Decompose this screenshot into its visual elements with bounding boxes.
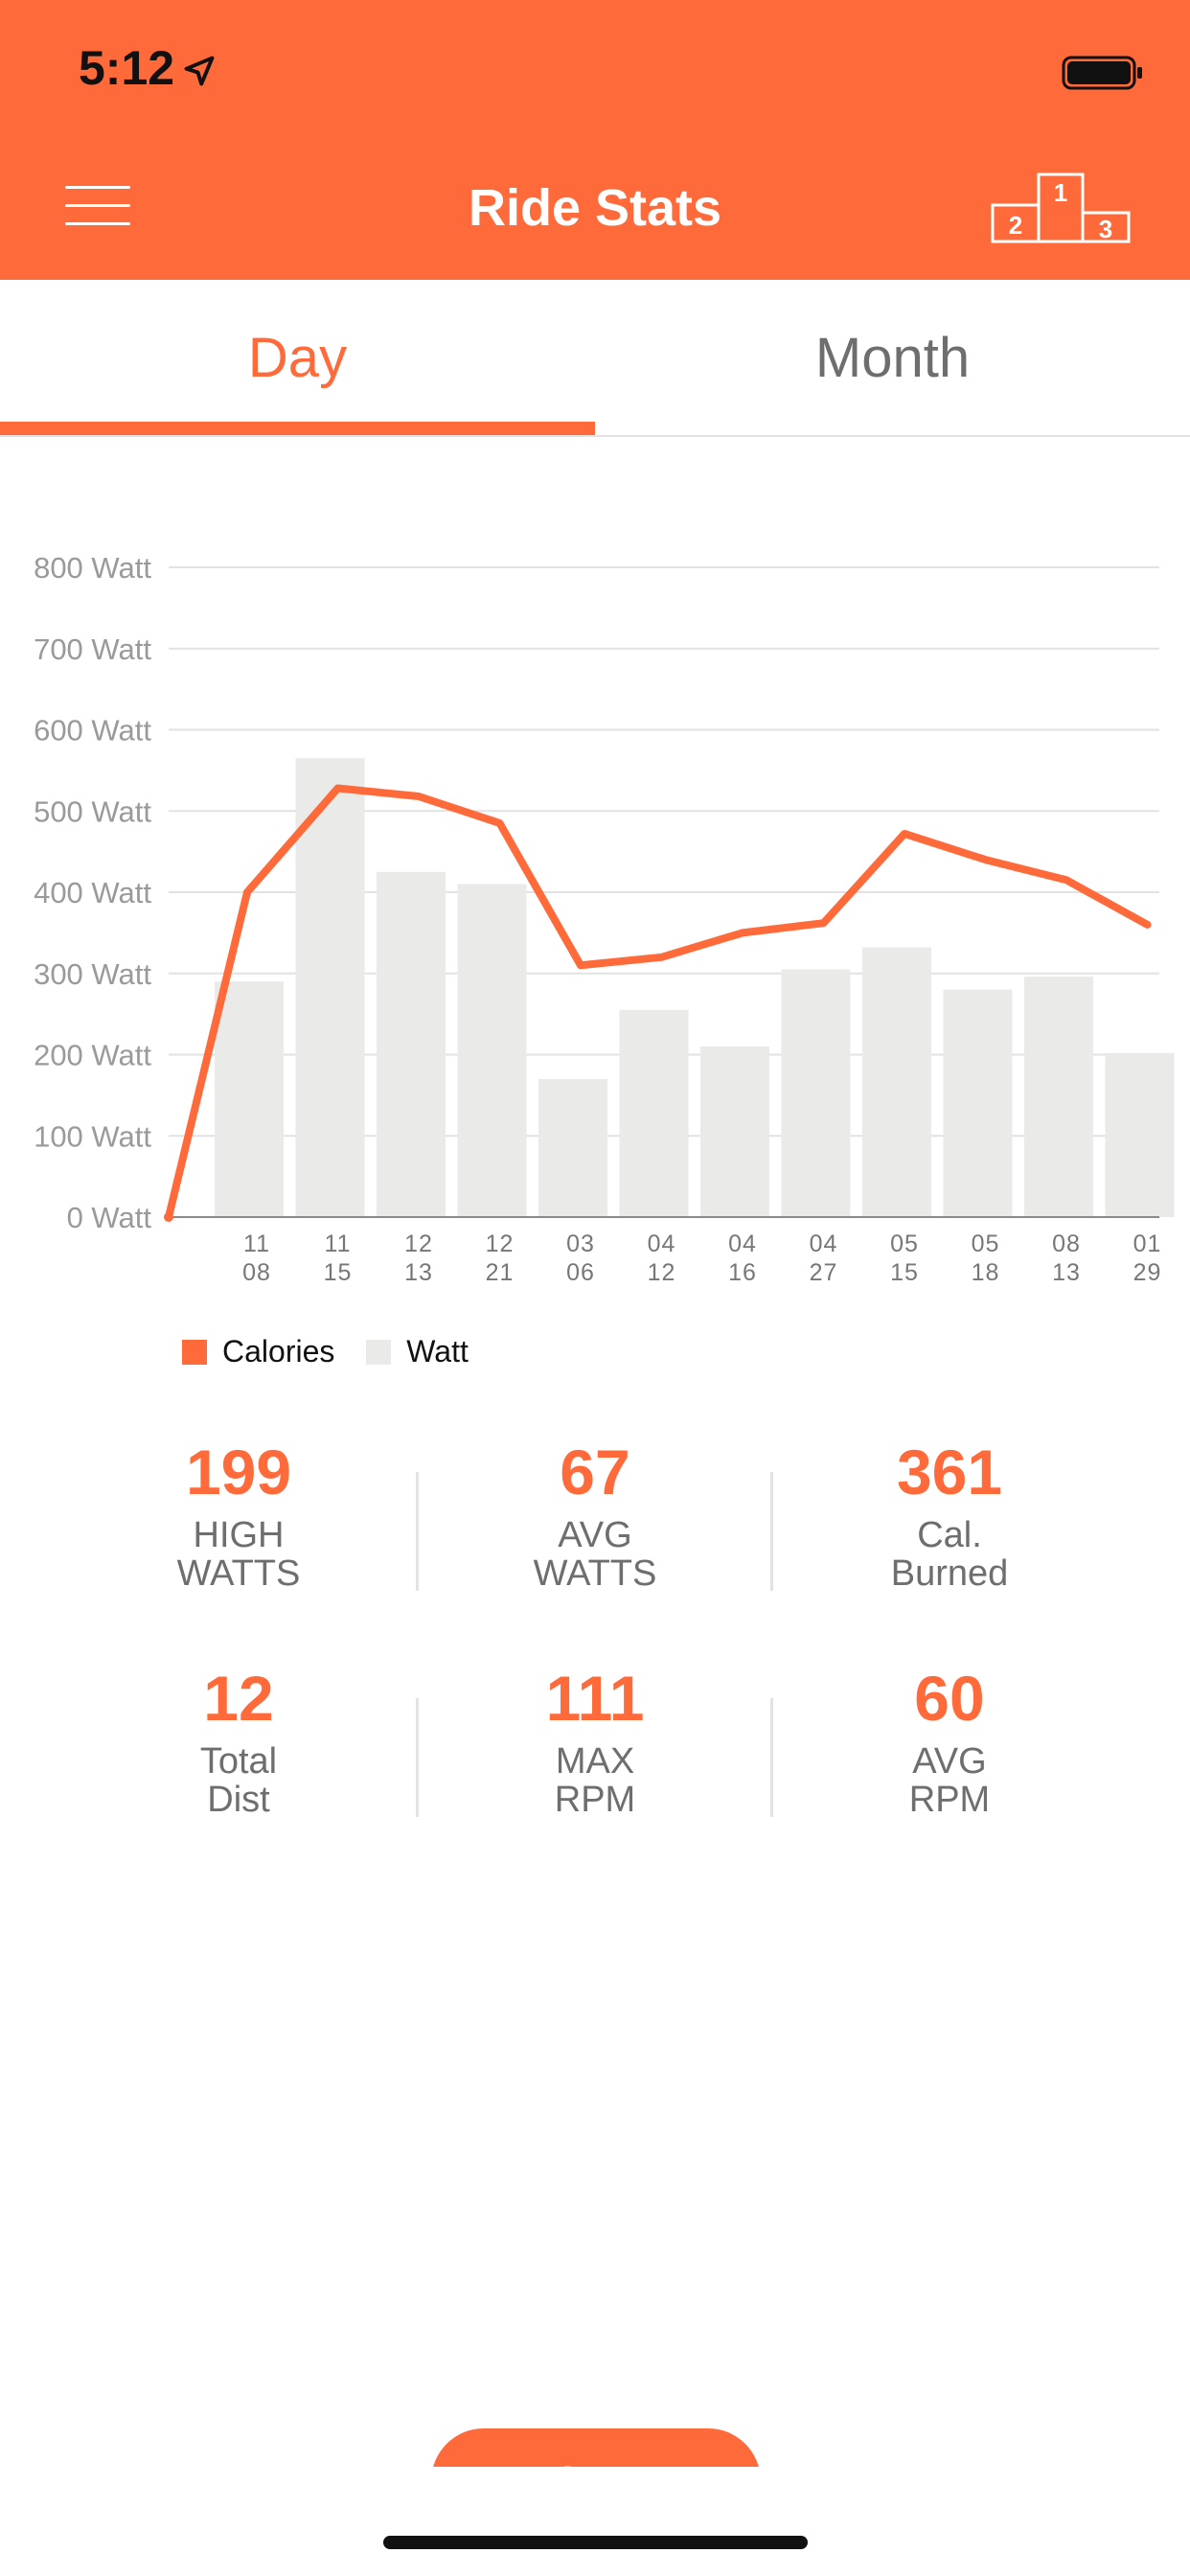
active-tab-indicator: [0, 422, 595, 435]
stat-label: Cal. Burned: [890, 1515, 1009, 1594]
chart-legend: Calories Watt: [182, 1334, 492, 1372]
x-tick-label: 12: [404, 1230, 433, 1257]
battery-icon: [1062, 56, 1142, 90]
x-tick-label: 05: [890, 1230, 919, 1257]
bar-watt: [1105, 1052, 1175, 1217]
x-tick-label: 21: [486, 1259, 515, 1286]
tabs-divider: [0, 435, 1190, 437]
stat-high-watts: 199 HIGH WATTS: [61, 1434, 416, 1593]
x-tick-label: 04: [648, 1230, 676, 1257]
y-tick-label: 0 Watt: [67, 1201, 152, 1234]
legend-label-calories: Calories: [222, 1334, 335, 1368]
x-tick-label: 15: [890, 1259, 919, 1286]
bottom-safe-area: [0, 2467, 1190, 2576]
stat-label: Total Dist: [199, 1741, 278, 1820]
stat-avg-watts: 67 AVG WATTS: [418, 1434, 772, 1593]
x-tick-label: 03: [566, 1230, 595, 1257]
y-tick-label: 800 Watt: [34, 551, 151, 585]
x-tick-label: 11: [325, 1230, 352, 1257]
y-tick-label: 200 Watt: [34, 1039, 151, 1072]
legend-swatch-calories: [182, 1339, 207, 1365]
ride-stats-chart: 0 Watt 100 Watt 200 Watt 300 Watt 400 Watt 50…: [34, 551, 1175, 1286]
y-tick-label: 300 Watt: [34, 957, 151, 991]
stat-total-dist: 12 Total Dist: [61, 1660, 416, 1819]
stat-divider: [770, 1698, 773, 1817]
x-tick-label: 27: [810, 1259, 838, 1286]
x-tick-label: 01: [1133, 1230, 1162, 1257]
bar-watt: [781, 969, 851, 1217]
y-tick-label: 500 Watt: [34, 794, 151, 828]
x-tick-label: 15: [324, 1259, 353, 1286]
x-tick-label: 05: [972, 1230, 1000, 1257]
y-tick-label: 100 Watt: [34, 1119, 151, 1153]
stat-label: HIGH WATTS: [176, 1515, 301, 1594]
podium-icon[interactable]: 1 2 3: [991, 171, 1131, 243]
bar-watt: [457, 884, 527, 1217]
bar-watt: [1024, 977, 1093, 1217]
location-arrow-icon: [184, 56, 215, 86]
stat-max-rpm: 111 MAX RPM: [418, 1660, 772, 1819]
svg-text:1: 1: [1054, 178, 1067, 207]
tab-month[interactable]: Month: [814, 327, 971, 389]
segmented-tabs: Day Month: [0, 280, 1190, 437]
bar-watt: [538, 1078, 607, 1217]
stat-cal-burned: 361 Cal. Burned: [772, 1434, 1127, 1593]
stat-label: AVG WATTS: [533, 1515, 657, 1594]
hamburger-menu-icon[interactable]: [65, 182, 132, 230]
stat-value: 12: [203, 1663, 274, 1734]
stat-divider: [770, 1472, 773, 1591]
x-tick-label: 04: [728, 1230, 757, 1257]
bar-watt: [862, 947, 931, 1217]
legend-label-watt: Watt: [406, 1334, 469, 1368]
home-indicator: [383, 2536, 808, 2549]
svg-text:2: 2: [1009, 211, 1022, 240]
stat-label: AVG RPM: [908, 1741, 991, 1820]
stat-value: 199: [185, 1437, 292, 1507]
x-tick-label: 11: [243, 1230, 270, 1257]
x-tick-label: 12: [648, 1259, 676, 1286]
x-tick-label: 08: [1052, 1230, 1081, 1257]
stat-value: 60: [914, 1663, 985, 1734]
y-tick-label: 600 Watt: [34, 714, 151, 748]
x-tick-label: 29: [1133, 1259, 1162, 1286]
legend-swatch-watt: [366, 1339, 392, 1365]
bar-watt: [377, 871, 446, 1217]
x-tick-label: 13: [404, 1259, 433, 1286]
bar-watt: [700, 1046, 769, 1217]
bar-watt: [943, 989, 1013, 1217]
x-tick-label: 06: [566, 1259, 595, 1286]
x-tick-label: 04: [810, 1230, 838, 1257]
stat-value: 361: [896, 1437, 1003, 1507]
x-tick-label: 12: [486, 1230, 515, 1257]
bar-watt: [619, 1009, 689, 1217]
x-tick-label: 16: [728, 1259, 757, 1286]
page-title: Ride Stats: [468, 179, 722, 237]
bar-watt: [215, 981, 284, 1217]
y-tick-label: 700 Watt: [34, 632, 151, 666]
app-header: 5:12 Ride Stats 1 2 3: [0, 0, 1190, 280]
tab-day[interactable]: Day: [247, 327, 348, 389]
y-tick-label: 400 Watt: [34, 876, 151, 909]
x-tick-label: 18: [972, 1259, 1000, 1286]
x-tick-label: 13: [1052, 1259, 1081, 1286]
legend-item-watt: Watt: [366, 1334, 469, 1369]
stat-avg-rpm: 60 AVG RPM: [772, 1660, 1127, 1819]
svg-text:3: 3: [1099, 215, 1112, 243]
stat-divider: [416, 1698, 419, 1817]
stat-label: MAX RPM: [554, 1741, 636, 1820]
legend-item-calories: Calories: [182, 1334, 334, 1369]
stat-value: 111: [545, 1663, 645, 1734]
status-time: 5:12: [79, 41, 175, 95]
stat-divider: [416, 1472, 419, 1591]
stat-value: 67: [560, 1437, 630, 1507]
x-tick-label: 08: [242, 1259, 271, 1286]
bar-watt: [295, 758, 365, 1217]
point-calories: [164, 1212, 173, 1222]
